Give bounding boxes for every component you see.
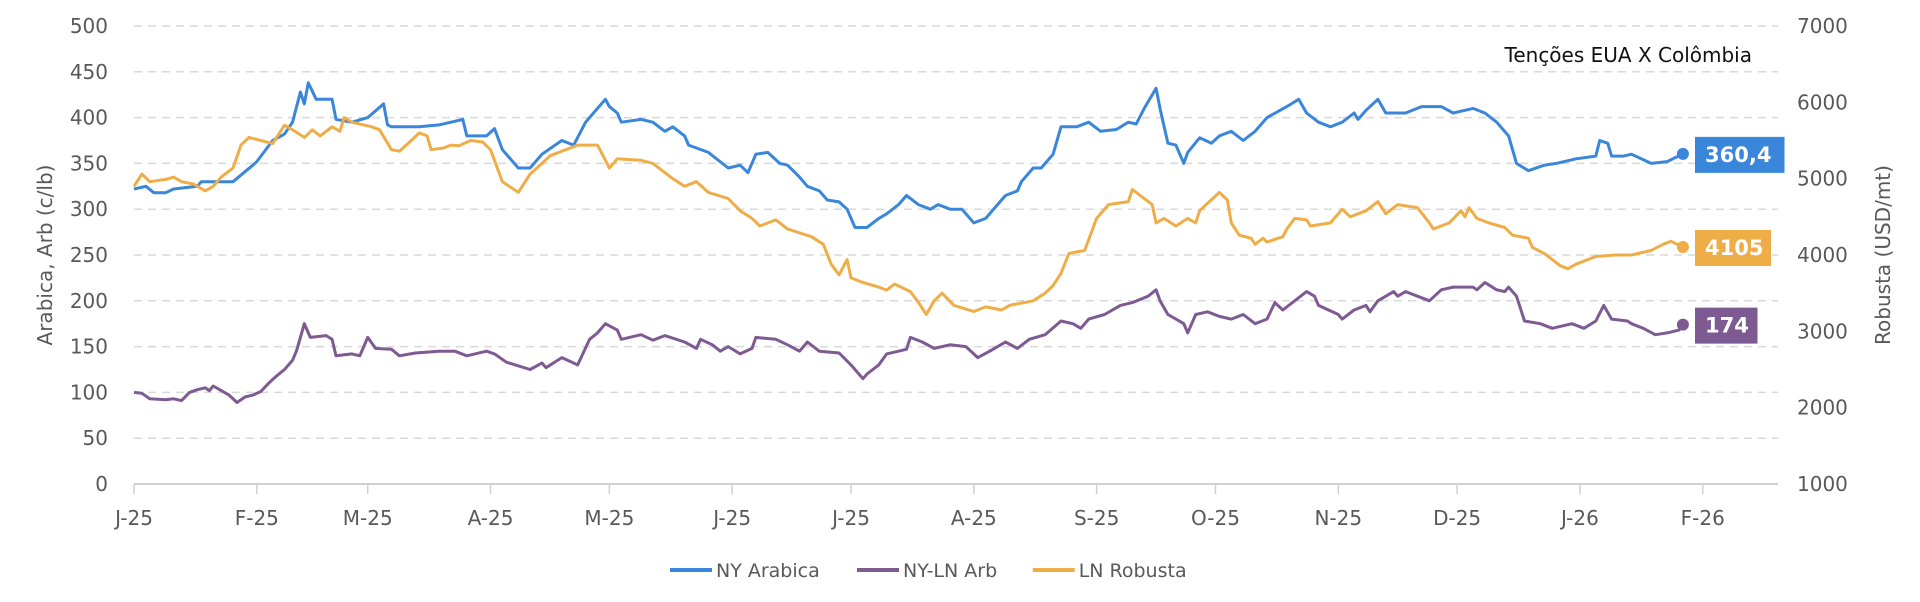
end-label-ny-ln-arb: 174 <box>1705 314 1749 338</box>
left-tick-label: 500 <box>70 14 108 38</box>
legend-label-ln-robusta: LN Robusta <box>1079 560 1187 582</box>
end-labels: 360,4 4105 174 <box>1695 136 1785 344</box>
left-tick-label: 50 <box>83 426 108 450</box>
x-tick-label: N-25 <box>1314 506 1362 530</box>
end-point-ny-ln-arb <box>1676 318 1689 331</box>
left-tick-label: 400 <box>70 106 108 130</box>
left-tick-label: 350 <box>70 151 108 175</box>
end-label-box-ny-ln-arb <box>1695 307 1758 344</box>
legend: NY Arabica NY-LN Arb LN Robusta <box>670 560 1187 582</box>
right-tick-label: 6000 <box>1797 90 1848 114</box>
gridlines <box>134 25 1778 439</box>
x-tick-label: A-25 <box>951 506 997 530</box>
end-label-ny-arabica: 360,4 <box>1705 143 1771 167</box>
left-tick-label: 0 <box>95 472 108 496</box>
right-tick-label: 5000 <box>1797 167 1848 191</box>
x-tick-label: D-25 <box>1433 506 1481 530</box>
x-tick-label: A-25 <box>468 506 514 530</box>
series-line-ln-robusta <box>132 116 1684 316</box>
right-axis-title: Robusta (USD/mt) <box>1871 165 1895 345</box>
end-label-box-ln-robusta <box>1695 229 1771 266</box>
end-label-ln-robusta: 4105 <box>1705 236 1763 260</box>
x-tick-label: M-25 <box>584 506 634 530</box>
left-tick-label: 200 <box>70 289 108 313</box>
axes: 0 50 100 150 200 250 300 350 400 450 500 1000 2000 30… <box>70 14 1848 530</box>
left-axis-title: Arabica, Arb (c/lb) <box>33 165 57 346</box>
x-tick-label: J-25 <box>830 506 870 530</box>
right-tick-label: 7000 <box>1797 14 1848 38</box>
chart-title: Tenções EUA X Colômbia <box>1504 43 1752 67</box>
x-tick-label: F-26 <box>1681 506 1725 530</box>
x-tick-label: O-25 <box>1191 506 1240 530</box>
legend-label-ny-arabica: NY Arabica <box>716 560 820 582</box>
series-line-ny-arabica <box>133 81 1684 229</box>
end-point-ln-robusta <box>1676 240 1689 253</box>
left-tick-label: 100 <box>70 380 108 404</box>
left-tick-label: 300 <box>70 197 108 221</box>
right-tick-label: 2000 <box>1797 396 1848 420</box>
right-tick-label: 1000 <box>1797 472 1848 496</box>
left-tick-label: 450 <box>70 60 108 84</box>
left-tick-label: 150 <box>70 335 108 359</box>
series-line-ny-ln-arb <box>133 281 1685 404</box>
x-tick-label: F-25 <box>235 506 279 530</box>
x-tick-label: J-25 <box>113 506 153 530</box>
legend-label-ny-ln-arb: NY-LN Arb <box>903 560 997 582</box>
end-point-ny-arabica <box>1676 147 1689 160</box>
x-tick-label: J-26 <box>1559 506 1599 530</box>
series-group <box>132 81 1689 404</box>
left-tick-label: 250 <box>70 243 108 267</box>
right-tick-label: 3000 <box>1797 319 1848 343</box>
x-tick-label: S-25 <box>1074 506 1119 530</box>
right-tick-label: 4000 <box>1797 243 1848 267</box>
x-tick-label: J-25 <box>711 506 751 530</box>
x-tick-label: M-25 <box>343 506 393 530</box>
end-label-box-ny-arabica <box>1695 136 1785 173</box>
